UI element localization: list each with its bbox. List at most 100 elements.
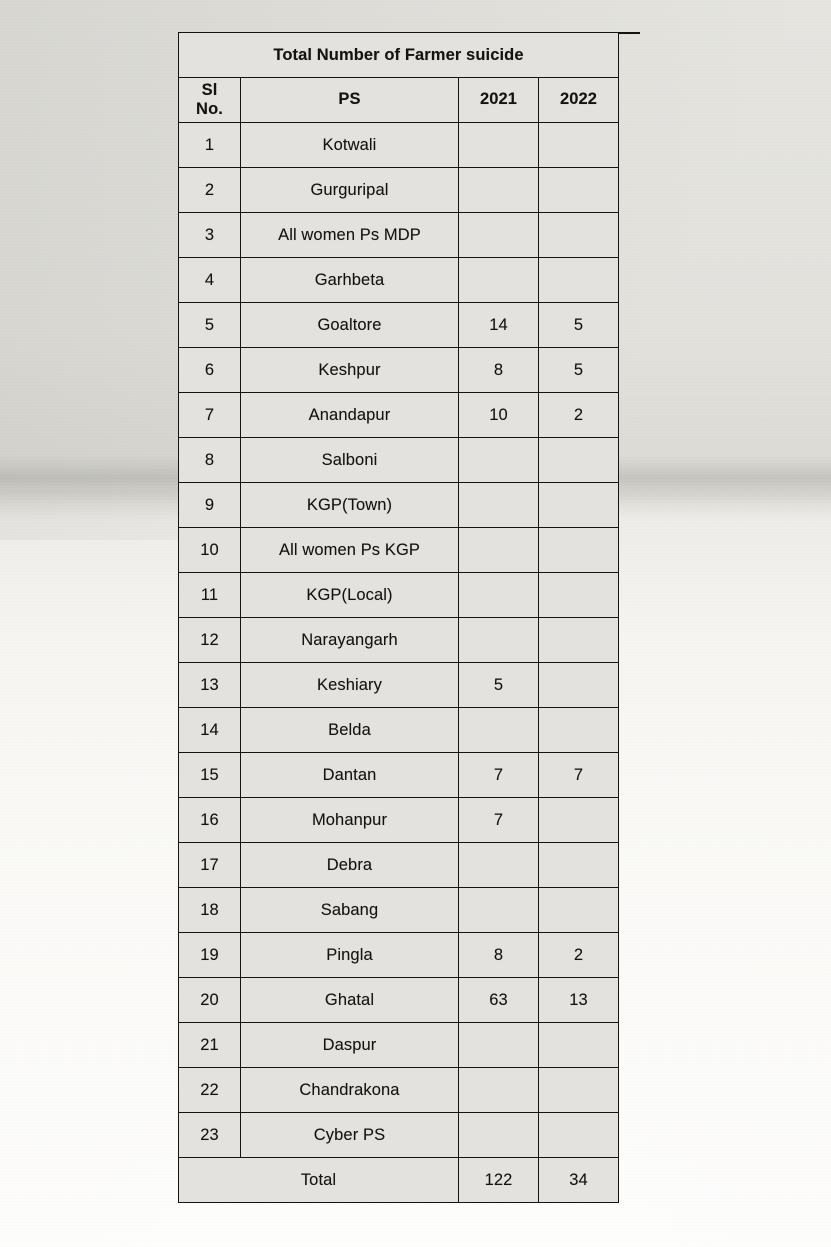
row-serial-number: 19 [178,932,241,978]
row-value-2021 [458,482,539,528]
row-value-2022 [538,437,619,483]
row-serial-number: 16 [178,797,241,843]
row-serial-number: 21 [178,1022,241,1068]
row-value-2021: 8 [458,932,539,978]
table-row: 22 Chandrakona [178,1067,619,1113]
table-body: Total Number of Farmer suicide Sl No. PS… [178,32,619,1203]
row-ps-name: Cyber PS [240,1112,459,1158]
row-serial-number: 8 [178,437,241,483]
row-serial-number: 23 [178,1112,241,1158]
table-row: 16 Mohanpur 7 [178,797,619,843]
row-value-2022: 2 [538,392,619,438]
row-serial-number: 11 [178,572,241,618]
row-ps-name: Chandrakona [240,1067,459,1113]
table-row: 11 KGP(Local) [178,572,619,618]
row-value-2021 [458,122,539,168]
row-value-2021: 8 [458,347,539,393]
row-serial-number: 2 [178,167,241,213]
row-value-2021 [458,1067,539,1113]
row-serial-number: 22 [178,1067,241,1113]
row-value-2021: 5 [458,662,539,708]
table-row: 15 Dantan 7 7 [178,752,619,798]
row-serial-number: 5 [178,302,241,348]
row-serial-number: 3 [178,212,241,258]
row-ps-name: Keshiary [240,662,459,708]
column-header-sl-line2: No. [196,100,223,118]
column-header-ps: PS [240,77,459,123]
row-ps-name: All women Ps KGP [240,527,459,573]
row-serial-number: 18 [178,887,241,933]
row-serial-number: 10 [178,527,241,573]
row-ps-name: Gurguripal [240,167,459,213]
row-value-2021 [458,257,539,303]
row-serial-number: 17 [178,842,241,888]
table-row: 9 KGP(Town) [178,482,619,528]
row-value-2021 [458,527,539,573]
row-ps-name: Keshpur [240,347,459,393]
row-value-2021: 14 [458,302,539,348]
row-serial-number: 20 [178,977,241,1023]
row-value-2021 [458,707,539,753]
column-header-2022: 2022 [538,77,619,123]
table-row: 12 Narayangarh [178,617,619,663]
table-row: 5 Goaltore 14 5 [178,302,619,348]
table-title: Total Number of Farmer suicide [178,32,619,78]
row-value-2021 [458,887,539,933]
table-row: 19 Pingla 8 2 [178,932,619,978]
row-value-2022: 5 [538,302,619,348]
table-row: 14 Belda [178,707,619,753]
table-row: 1 Kotwali [178,122,619,168]
farmer-suicide-table-container: Total Number of Farmer suicide Sl No. PS… [178,32,640,1203]
table-row: 2 Gurguripal [178,167,619,213]
row-value-2021: 7 [458,752,539,798]
table-header-row: Sl No. PS 2021 2022 [178,77,619,123]
column-header-sl-line1: Sl [201,80,218,99]
row-value-2021: 10 [458,392,539,438]
total-label: Total [178,1157,459,1203]
table-title-row: Total Number of Farmer suicide [178,32,619,78]
table-row: 18 Sabang [178,887,619,933]
row-ps-name: Belda [240,707,459,753]
row-value-2022: 13 [538,977,619,1023]
table-row: 8 Salboni [178,437,619,483]
column-header-sl-no: Sl No. [178,77,241,123]
table-row: 17 Debra [178,842,619,888]
row-value-2022 [538,617,619,663]
row-value-2022: 2 [538,932,619,978]
row-value-2021: 63 [458,977,539,1023]
row-value-2022 [538,842,619,888]
row-value-2022 [538,572,619,618]
row-serial-number: 13 [178,662,241,708]
row-ps-name: Pingla [240,932,459,978]
row-serial-number: 1 [178,122,241,168]
table-total-row: Total 122 34 [178,1157,619,1203]
table-top-rule-overshoot [618,32,640,34]
row-serial-number: 12 [178,617,241,663]
row-serial-number: 7 [178,392,241,438]
row-value-2021 [458,617,539,663]
table-row: 4 Garhbeta [178,257,619,303]
table-row: 7 Anandapur 10 2 [178,392,619,438]
row-value-2021 [458,572,539,618]
row-value-2021 [458,1112,539,1158]
row-value-2021 [458,167,539,213]
row-serial-number: 15 [178,752,241,798]
farmer-suicide-table: Total Number of Farmer suicide Sl No. PS… [178,32,619,1203]
column-header-2021: 2021 [458,77,539,123]
row-value-2022 [538,707,619,753]
total-value-2022: 34 [538,1157,619,1203]
row-ps-name: KGP(Town) [240,482,459,528]
row-ps-name: All women Ps MDP [240,212,459,258]
row-value-2022 [538,212,619,258]
row-serial-number: 9 [178,482,241,528]
row-value-2021 [458,1022,539,1068]
row-ps-name: Mohanpur [240,797,459,843]
row-ps-name: Goaltore [240,302,459,348]
total-value-2021: 122 [458,1157,539,1203]
table-row: 21 Daspur [178,1022,619,1068]
row-value-2022 [538,257,619,303]
row-ps-name: Kotwali [240,122,459,168]
row-ps-name: Salboni [240,437,459,483]
row-value-2021 [458,437,539,483]
row-value-2022 [538,482,619,528]
